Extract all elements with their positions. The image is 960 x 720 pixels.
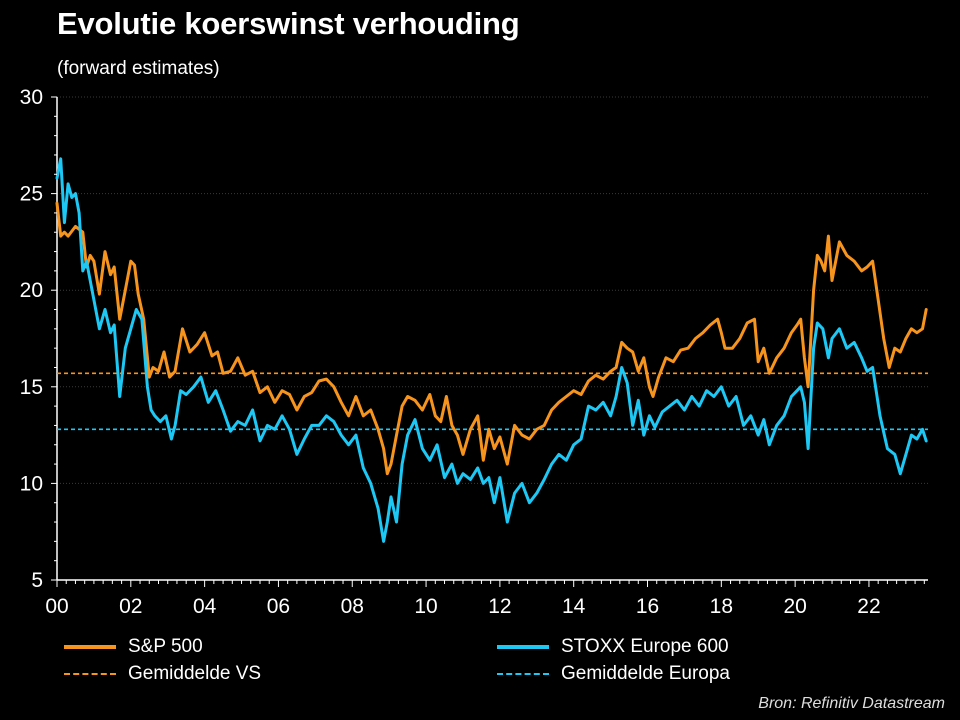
series-lines: [55, 157, 928, 543]
legend-label-avg-vs: Gemiddelde VS: [128, 663, 262, 684]
average-lines: [57, 372, 928, 431]
y-axis-ticks: 5 10 15 20 25 30: [20, 86, 57, 592]
chart-subtitle: (forward estimates): [57, 58, 220, 79]
gridlines: [57, 96, 928, 484]
legend-swatch-stoxx: [497, 645, 549, 649]
y-tick-label: 15: [20, 376, 43, 399]
legend-swatch-avg-europa: [497, 673, 549, 675]
chart-title: Evolutie koerswinst verhouding: [57, 6, 520, 41]
x-tick-label: 12: [488, 595, 511, 618]
x-tick-label: 08: [341, 595, 364, 618]
x-tick-label: 00: [45, 595, 68, 618]
x-tick-label: 14: [562, 595, 586, 618]
legend-label-avg-europa: Gemiddelde Europa: [561, 663, 730, 684]
legend-item-stoxx: STOXX Europe 600: [497, 636, 729, 658]
legend-swatch-avg-vs: [64, 673, 116, 675]
series-line-1: [55, 157, 928, 543]
source-note: Bron: Refinitiv Datastream: [758, 695, 945, 712]
x-tick-label: 18: [710, 595, 733, 618]
x-tick-label: 22: [857, 595, 880, 618]
x-tick-label: 10: [414, 595, 437, 618]
legend-item-avg-vs: Gemiddelde VS: [64, 663, 261, 685]
legend-item-avg-europa: Gemiddelde Europa: [497, 663, 730, 685]
legend-swatch-sp500: [64, 645, 116, 649]
x-tick-label: 06: [267, 595, 290, 618]
legend-label-sp500: S&P 500: [128, 636, 203, 657]
x-tick-label: 04: [193, 595, 217, 618]
x-tick-label: 02: [119, 595, 142, 618]
legend-item-sp500: S&P 500: [64, 636, 203, 658]
x-tick-label: 20: [783, 595, 806, 618]
axes: [56, 97, 928, 581]
x-axis-ticks: 00 02 04 06 08 10 12 14 16 18 20 22: [45, 580, 925, 618]
x-tick-label: 16: [636, 595, 659, 618]
series-line-0: [55, 201, 928, 476]
y-tick-label: 5: [31, 569, 43, 592]
y-tick-label: 30: [20, 86, 43, 109]
y-tick-label: 10: [20, 472, 43, 495]
legend-label-stoxx: STOXX Europe 600: [561, 636, 729, 657]
y-tick-label: 25: [20, 183, 43, 206]
y-tick-label: 20: [20, 279, 43, 302]
